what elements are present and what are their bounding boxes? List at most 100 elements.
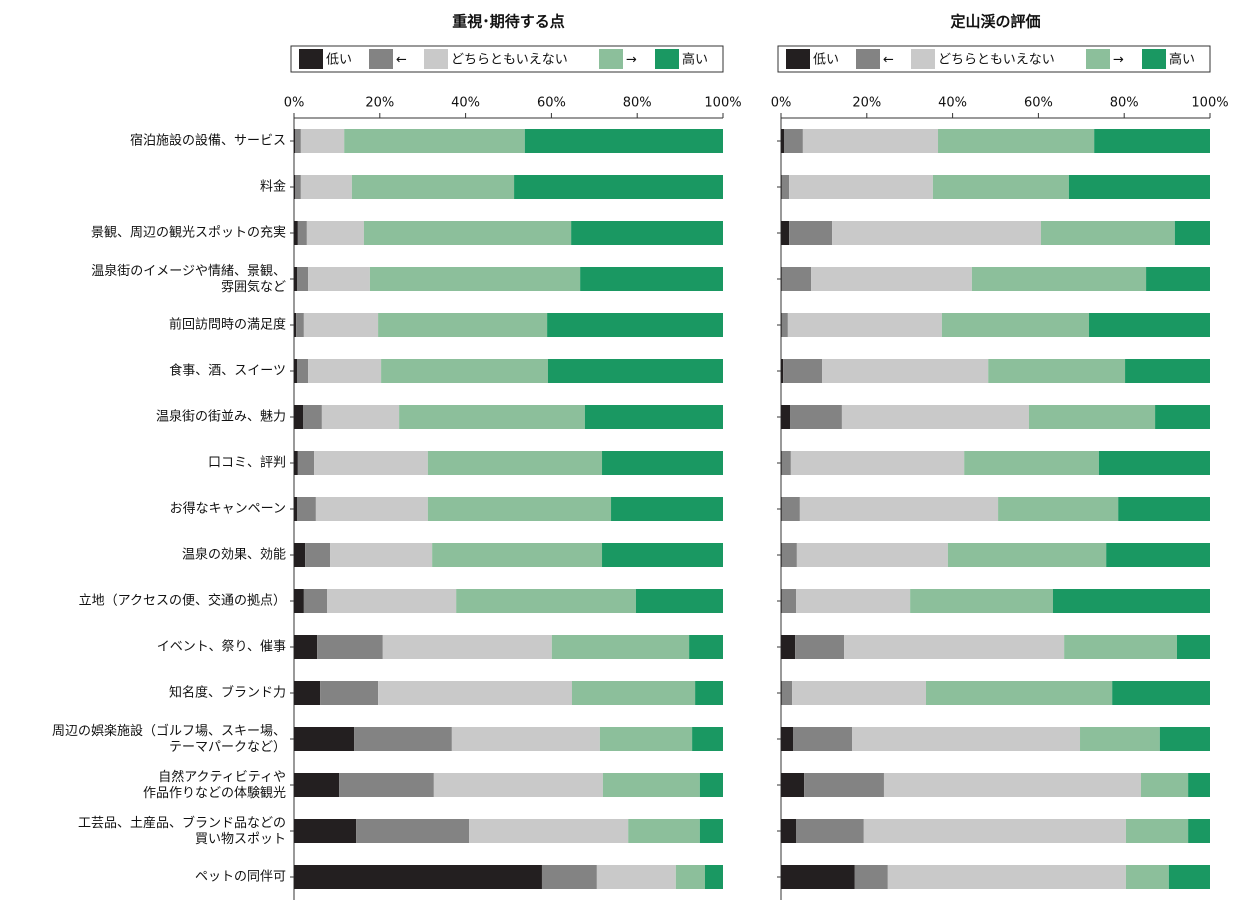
bar-segment — [295, 175, 301, 199]
bar-segment — [1174, 221, 1210, 245]
bar-segment — [781, 865, 855, 889]
bar-segment — [356, 819, 470, 843]
bar-segment — [787, 313, 942, 337]
bar-segment — [926, 681, 1113, 705]
bar-segment — [541, 865, 597, 889]
bar-segment — [571, 221, 723, 245]
bar-segment — [294, 543, 306, 567]
legend-swatch — [655, 49, 679, 69]
legend-label: 低い — [813, 53, 839, 68]
bar-segment — [781, 175, 782, 199]
bar-segment — [1146, 267, 1210, 291]
bar-segment — [781, 543, 797, 567]
x-tick-label: 40% — [451, 96, 480, 111]
bar-segment — [297, 497, 316, 521]
bar-segment — [296, 313, 304, 337]
bar-segment — [469, 819, 629, 843]
bar-segment — [327, 589, 457, 613]
bar-segment — [781, 681, 782, 705]
x-tick-label: 60% — [1024, 96, 1053, 111]
bar-segment — [315, 497, 428, 521]
x-tick-label: 100% — [704, 96, 741, 111]
bar-segment — [699, 773, 723, 797]
category-label: 温泉街のイメージや情緒、景観、雰囲気など — [91, 263, 286, 295]
bar-segment — [1176, 635, 1210, 659]
bar-segment — [790, 405, 842, 429]
bar-segment — [584, 405, 723, 429]
bar-segment — [1112, 681, 1210, 705]
bar-segment — [795, 635, 845, 659]
chart-title: 重視･期待する点 — [452, 13, 565, 31]
bar-segment — [303, 405, 322, 429]
bar-segment — [294, 589, 304, 613]
bar-segment — [628, 819, 700, 843]
bar-segment — [399, 405, 585, 429]
bar-segment — [427, 451, 603, 475]
bar-segment — [294, 819, 357, 843]
category-label: 景観、周辺の観光スポットの充実 — [91, 225, 286, 241]
bar-segment — [1080, 727, 1160, 751]
bar-segment — [602, 773, 700, 797]
bar-segment — [781, 129, 785, 153]
bar-segment — [854, 865, 888, 889]
bar-segment — [796, 543, 948, 567]
bar-segment — [781, 359, 784, 383]
legend-label: どちらともいえない — [938, 53, 1055, 68]
bar-segment — [456, 589, 636, 613]
bar-segment — [998, 497, 1119, 521]
bar-segment — [294, 175, 296, 199]
bar-segment — [308, 267, 370, 291]
bar-segment — [602, 543, 723, 567]
bar-segment — [1168, 865, 1210, 889]
bar-segment — [1159, 727, 1210, 751]
category-label: お得なキャンペーン — [170, 501, 286, 517]
category-label: 宿泊施設の設備、サービス — [130, 133, 286, 149]
bar-segment — [793, 727, 853, 751]
bar-segment — [547, 313, 723, 337]
bar-segment — [330, 543, 433, 567]
bar-segment — [863, 819, 1126, 843]
category-label: 温泉街の街並み、魅力 — [156, 409, 286, 425]
bar-segment — [378, 313, 548, 337]
bar-segment — [781, 681, 793, 705]
bar-segment — [378, 681, 572, 705]
bar-segment — [784, 129, 803, 153]
bar-segment — [339, 773, 434, 797]
bar-segment — [635, 589, 723, 613]
bar-segment — [427, 497, 612, 521]
bar-segment — [988, 359, 1126, 383]
category-label: 周辺の娯楽施設（ゴルフ場、スキー場、テーマパークなど） — [52, 723, 286, 755]
bar-segment — [317, 635, 383, 659]
legend-label: 高い — [682, 52, 708, 68]
bar-segment — [804, 773, 884, 797]
legend-label: どちらともいえない — [451, 53, 568, 68]
bar-segment — [596, 865, 676, 889]
bar-segment — [781, 267, 782, 291]
bar-segment — [303, 313, 379, 337]
x-tick-label: 0% — [284, 96, 305, 111]
bar-segment — [305, 543, 331, 567]
bar-segment — [964, 451, 1099, 475]
legend-swatch — [786, 49, 810, 69]
bar-segment — [433, 773, 603, 797]
bar-segment — [306, 221, 364, 245]
bar-segment — [796, 819, 864, 843]
category-label: 食事、酒、スイーツ — [169, 363, 286, 379]
bar-segment — [1089, 313, 1210, 337]
bar-segment — [781, 175, 790, 199]
legend-box — [777, 45, 1211, 73]
bar-segment — [781, 313, 788, 337]
bar-segment — [781, 313, 782, 337]
bar-segment — [602, 451, 723, 475]
bar-segment — [351, 175, 515, 199]
bar-segment — [303, 589, 328, 613]
bar-segment — [1106, 543, 1210, 567]
x-tick-label: 20% — [852, 96, 881, 111]
category-label: 立地（アクセスの便、交通の拠点） — [79, 593, 286, 609]
category-label: 温泉の効果、効能 — [182, 547, 286, 563]
legend-label: ← — [883, 53, 894, 68]
bar-segment — [294, 727, 355, 751]
bar-segment — [1155, 405, 1210, 429]
category-label: ペットの同伴可 — [195, 870, 286, 885]
bar-segment — [692, 727, 723, 751]
